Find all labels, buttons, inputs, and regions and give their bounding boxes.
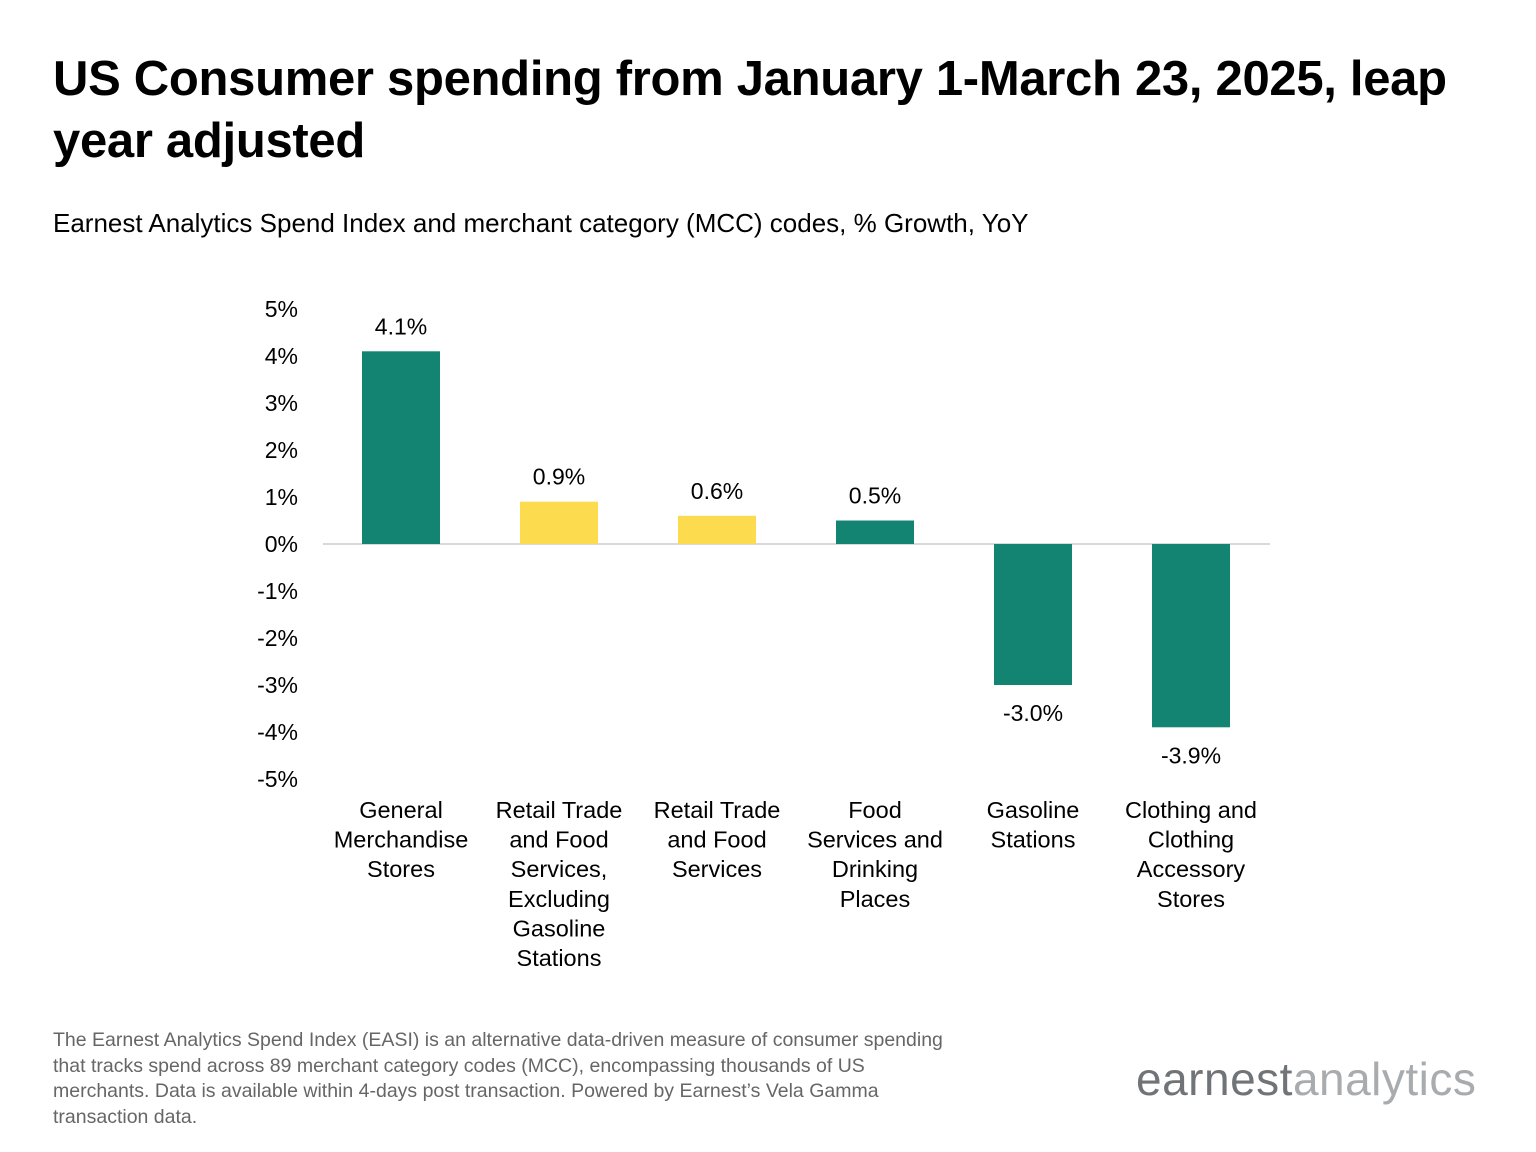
bar <box>520 501 598 544</box>
category-label: Services and <box>807 827 943 853</box>
category-label: Gasoline <box>513 915 606 941</box>
data-label: 0.5% <box>849 483 901 509</box>
data-label: 4.1% <box>375 313 427 339</box>
category-label: Stores <box>1157 886 1225 912</box>
category-label: Food <box>848 797 902 823</box>
bar <box>362 351 440 544</box>
category-label: Stations <box>517 945 602 971</box>
category-label: Excluding <box>508 886 610 912</box>
category-label: Retail Trade <box>496 797 623 823</box>
bar <box>1152 544 1230 728</box>
category-label: Drinking <box>832 856 918 882</box>
y-tick-label: -1% <box>257 578 298 604</box>
y-tick-label: -3% <box>257 672 298 698</box>
bar <box>678 515 756 544</box>
y-tick-label: 4% <box>265 343 298 369</box>
y-tick-label: -2% <box>257 625 298 651</box>
category-label: Clothing and <box>1125 797 1257 823</box>
category-label: Clothing <box>1148 827 1234 853</box>
y-tick-label: -5% <box>257 766 298 792</box>
y-tick-label: 2% <box>265 437 298 463</box>
chart-title: US Consumer spending from January 1-Marc… <box>53 52 1447 168</box>
category-label: Merchandise <box>334 827 469 853</box>
category-label: General <box>359 797 443 823</box>
y-tick-label: 5% <box>265 296 298 322</box>
bar <box>994 544 1072 685</box>
category-label: Gasoline <box>987 797 1080 823</box>
category-label: and Food <box>667 827 766 853</box>
data-label: -3.0% <box>1003 700 1063 726</box>
category-label: Stations <box>991 827 1076 853</box>
data-label: -3.9% <box>1161 742 1221 768</box>
category-label: Services, <box>511 856 608 882</box>
y-tick-label: -4% <box>257 719 298 745</box>
earnest-analytics-logo: earnestanalytics <box>1136 1053 1477 1105</box>
category-label: Services <box>672 856 762 882</box>
bar <box>836 520 914 544</box>
data-label: 0.6% <box>691 478 743 504</box>
category-label: Accessory <box>1137 856 1246 882</box>
category-label: Stores <box>367 856 435 882</box>
category-label: and Food <box>509 827 608 853</box>
category-label: Places <box>840 886 911 912</box>
y-tick-label: 3% <box>265 390 298 416</box>
y-tick-label: 1% <box>265 484 298 510</box>
category-label: Retail Trade <box>654 797 781 823</box>
footnote: The Earnest Analytics Spend Index (EASI)… <box>53 1029 943 1128</box>
chart-subtitle: Earnest Analytics Spend Index and mercha… <box>53 208 1029 238</box>
y-tick-label: 0% <box>265 531 298 557</box>
data-label: 0.9% <box>533 464 585 490</box>
